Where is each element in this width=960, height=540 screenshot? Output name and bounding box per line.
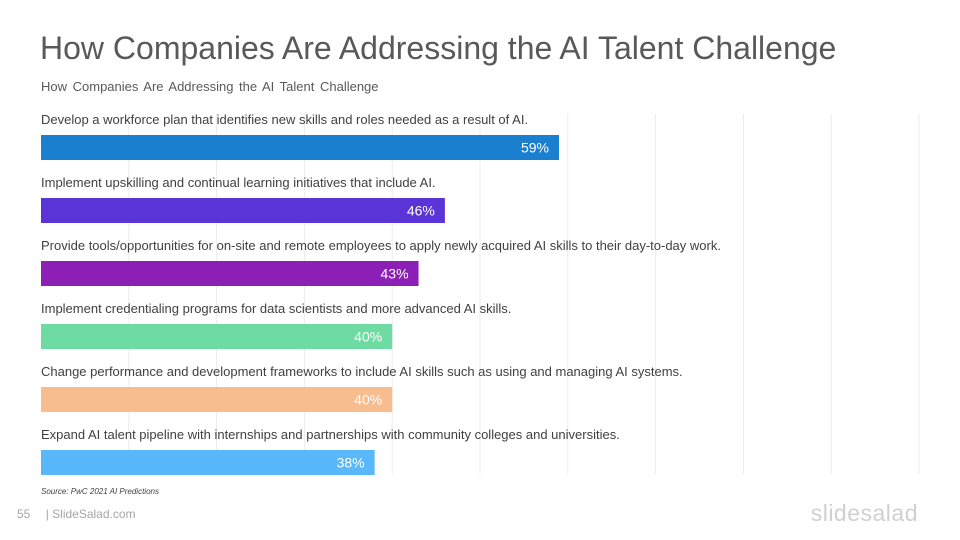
bar bbox=[41, 387, 393, 412]
bar bbox=[41, 261, 419, 286]
data-label: 40% bbox=[354, 392, 382, 408]
footer-site-label: | SlideSalad.com bbox=[45, 507, 136, 521]
data-label: 59% bbox=[521, 140, 549, 156]
category-label: Expand AI talent pipeline with internshi… bbox=[41, 427, 620, 442]
page-number: 55 bbox=[17, 507, 31, 521]
bar bbox=[41, 324, 393, 349]
data-label: 43% bbox=[381, 266, 409, 282]
category-label: Change performance and development frame… bbox=[41, 364, 683, 379]
slide-footer: 55 | SlideSalad.com bbox=[17, 507, 136, 521]
bar bbox=[41, 135, 560, 160]
category-label: Provide tools/opportunities for on-site … bbox=[41, 238, 721, 253]
bar bbox=[41, 450, 375, 475]
chart-subtitle: How Companies Are Addressing the AI Tale… bbox=[41, 79, 379, 94]
source-note: Source: PwC 2021 AI Predictions bbox=[41, 487, 159, 496]
bar bbox=[41, 198, 445, 223]
data-label: 46% bbox=[407, 203, 435, 219]
data-label: 38% bbox=[337, 455, 365, 471]
category-label: Implement credentialing programs for dat… bbox=[41, 301, 511, 316]
category-label: Develop a workforce plan that identifies… bbox=[41, 112, 528, 127]
data-label: 40% bbox=[354, 329, 382, 345]
slide-title: How Companies Are Addressing the AI Tale… bbox=[40, 30, 837, 66]
category-label: Implement upskilling and continual learn… bbox=[41, 175, 436, 190]
brand-logo: slidesalad bbox=[810, 500, 918, 526]
